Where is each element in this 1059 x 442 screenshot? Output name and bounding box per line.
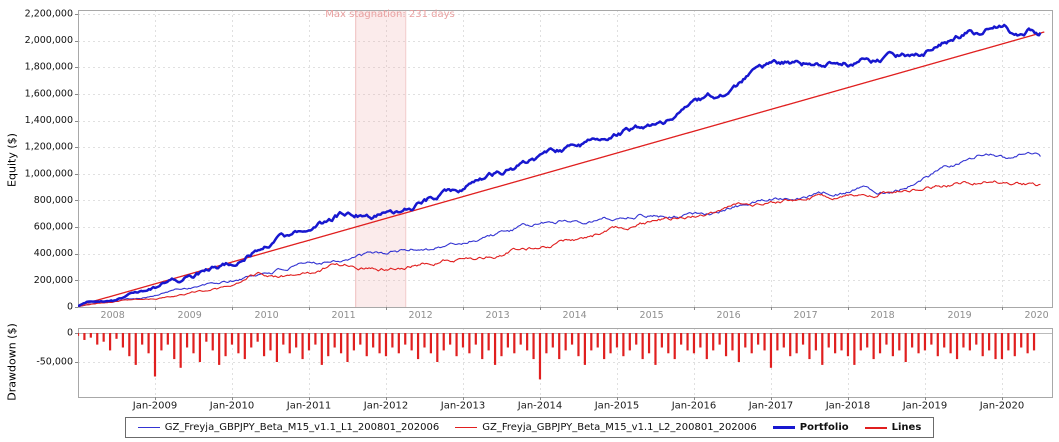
max-stagnation-label: Max stagnation: 231 days	[325, 9, 455, 20]
legend: GZ_Freyja_GBPJPY_Beta_M15_v1.1_L1_200801…	[0, 417, 1059, 438]
legend-line-swatch	[455, 427, 478, 428]
legend-item-series-2: GZ_Freyja_GBPJPY_Beta_M15_v1.1_L2_200801…	[455, 422, 757, 433]
legend-label: GZ_Freyja_GBPJPY_Beta_M15_v1.1_L2_200801…	[482, 422, 757, 433]
equity-axis-title: Equity ($)	[5, 133, 19, 187]
legend-line-swatch	[864, 426, 887, 429]
legend-line-swatch	[772, 426, 795, 429]
legend-line-swatch	[137, 427, 160, 428]
legend-item-lines: Lines	[864, 422, 922, 433]
legend-label: Lines	[891, 422, 922, 433]
chart-canvas	[0, 0, 1059, 414]
legend-box: GZ_Freyja_GBPJPY_Beta_M15_v1.1_L1_200801…	[124, 417, 935, 438]
legend-label: GZ_Freyja_GBPJPY_Beta_M15_v1.1_L1_200801…	[164, 422, 440, 433]
drawdown-axis-title: Drawdown ($)	[5, 323, 19, 401]
legend-item-portfolio: Portfolio	[772, 422, 849, 433]
legend-label: Portfolio	[799, 422, 849, 433]
legend-item-series-1: GZ_Freyja_GBPJPY_Beta_M15_v1.1_L1_200801…	[137, 422, 440, 433]
